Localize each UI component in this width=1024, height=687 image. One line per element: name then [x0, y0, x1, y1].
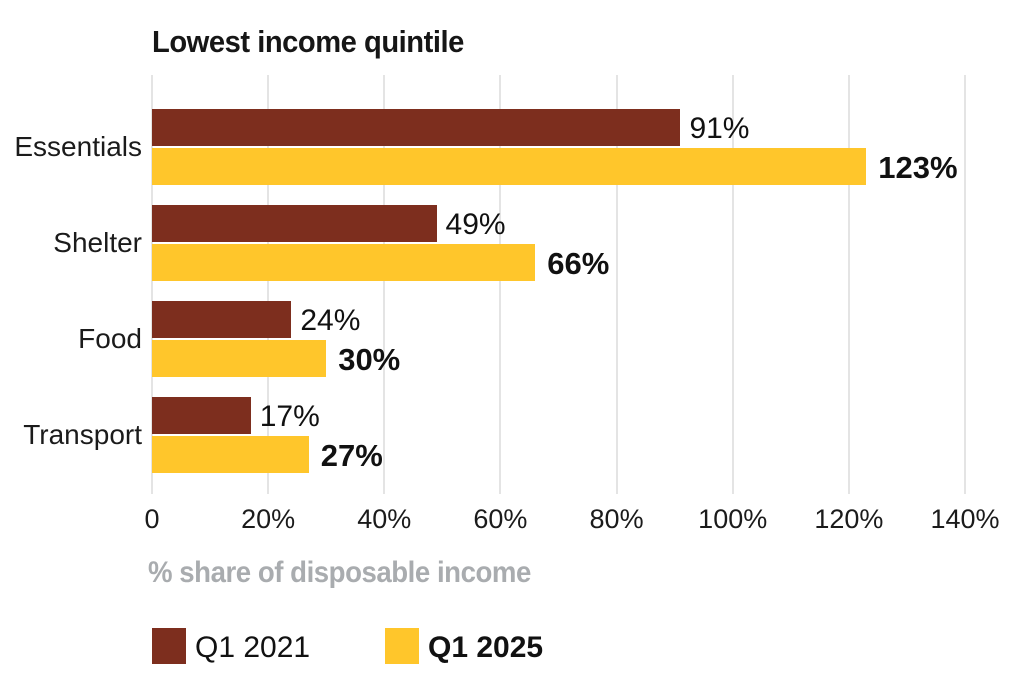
x-tick-100: 100%	[698, 504, 768, 534]
category-label-food: Food	[78, 323, 142, 354]
bar-essentials-q1-2021	[152, 109, 681, 146]
x-tick-20: 20%	[241, 504, 296, 534]
x-tick-60: 60%	[473, 504, 528, 534]
legend-swatch-q1-2021	[152, 628, 186, 664]
bar-transport-q1-2021	[152, 397, 251, 434]
legend-label-q1-2025: Q1 2025	[428, 631, 544, 664]
value-label-transport-q1-2025: 27%	[320, 437, 383, 473]
gridline-140	[964, 75, 966, 494]
x-axis-label: % share of disposable income	[148, 556, 531, 589]
bar-food-q1-2021	[152, 301, 292, 338]
gridline-100	[731, 75, 734, 494]
x-tick-0: 0	[144, 504, 160, 534]
legend-swatch-q1-2025	[385, 628, 419, 664]
gridline-80	[615, 75, 618, 494]
value-label-transport-q1-2021: 17%	[259, 399, 320, 433]
value-label-food-q1-2025: 30%	[338, 341, 401, 377]
value-label-food-q1-2021: 24%	[300, 303, 361, 337]
bar-transport-q1-2025	[152, 436, 309, 473]
bar-food-q1-2025	[152, 340, 327, 377]
gridline-120	[847, 75, 850, 494]
x-tick-80: 80%	[589, 504, 644, 534]
x-tick-120: 120%	[814, 504, 884, 534]
bar-essentials-q1-2025	[152, 148, 867, 185]
value-label-shelter-q1-2025: 66%	[547, 245, 610, 281]
gridline-0	[151, 75, 153, 494]
chart-title: Lowest income quintile	[152, 24, 464, 59]
category-label-transport: Transport	[23, 419, 142, 450]
x-tick-140: 140%	[930, 504, 1000, 534]
bar-shelter-q1-2025	[152, 244, 536, 281]
value-label-shelter-q1-2021: 49%	[445, 207, 506, 241]
value-label-essentials-q1-2021: 91%	[689, 111, 750, 145]
gridline-20	[267, 75, 270, 494]
gridline-40	[383, 75, 386, 494]
legend: Q1 2021 Q1 2025	[0, 628, 1024, 668]
bar-shelter-q1-2021	[152, 205, 437, 242]
legend-label-q1-2021: Q1 2021	[195, 631, 311, 664]
category-label-shelter: Shelter	[53, 227, 142, 258]
x-tick-40: 40%	[357, 504, 412, 534]
gridline-60	[499, 75, 502, 494]
value-label-essentials-q1-2025: 123%	[878, 149, 958, 185]
category-label-essentials: Essentials	[14, 131, 142, 162]
